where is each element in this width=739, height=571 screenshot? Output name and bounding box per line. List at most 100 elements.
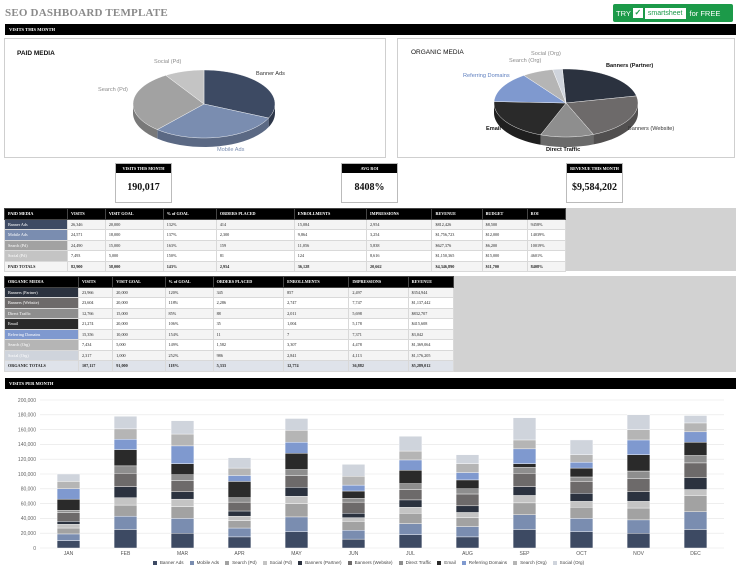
paid-pie-side-1 (157, 118, 269, 147)
bar-segment-sep-10 (512, 417, 537, 441)
paid-grey-area (566, 208, 736, 271)
bar-segment-nov-0 (626, 532, 651, 549)
bar-segment-dec-4 (683, 477, 708, 490)
paid-cell: 81 (215, 250, 295, 262)
paid-header-2: VISIT GOAL (104, 208, 164, 220)
legend-label: Search (Org) (520, 560, 547, 565)
organic-cell: Banners (Website) (4, 297, 79, 309)
y-tick-label: 0 (33, 546, 36, 552)
org-pie-side-2 (540, 134, 594, 147)
legend-swatch-icon (298, 560, 303, 565)
organic-cell: 4,113 (348, 349, 409, 361)
paid-cell: 9,864 (293, 229, 368, 241)
x-tick-label: OCT (576, 551, 587, 557)
paid-pie-slice-2 (132, 75, 205, 130)
bar-segment-apr-1 (227, 527, 252, 538)
bar-segment-jan-7 (56, 498, 81, 511)
paid-cell: 2,954 (366, 218, 433, 230)
try-free-button[interactable]: TRY ✓ smartsheet for FREE (613, 4, 733, 22)
bar-segment-may-6 (284, 469, 309, 476)
bar-segment-jun-0 (341, 538, 366, 549)
legend-entry: Social (Pd) (262, 560, 294, 565)
paid-header-0: PAID MEDIA (4, 208, 68, 220)
organic-label-social: Social (Org) (531, 51, 561, 57)
paid-header-4: ORDERS PLACED (215, 208, 295, 220)
paid-cell: 14039% (526, 229, 567, 241)
bar-segment-sep-6 (512, 467, 537, 474)
organic-cell: 154% (164, 328, 214, 340)
legend-swatch-icon (262, 560, 267, 565)
bar-segment-dec-6 (683, 455, 708, 464)
legend-label: Banners (Website) (354, 560, 393, 565)
paid-cell: $812,426 (431, 218, 483, 230)
organic-cell: 252% (164, 349, 214, 361)
bar-segment-nov-1 (626, 519, 651, 534)
bar-segment-mar-0 (170, 532, 195, 549)
bar-segment-oct-10 (569, 439, 594, 455)
paid-total-cell: 143% (162, 260, 217, 272)
bar-segment-apr-5 (227, 501, 252, 512)
paid-cell: 18,000 (104, 229, 164, 241)
paid-cell: 7,493 (66, 250, 106, 262)
bar-segment-oct-7 (569, 467, 594, 478)
paid-label-banner-ads: Banner Ads (256, 71, 285, 77)
organic-header-0: ORGANIC MEDIA (4, 276, 79, 288)
x-tick-label: JUN (349, 551, 359, 557)
bar-segment-apr-2 (227, 520, 252, 529)
paid-cell: 159 (215, 239, 295, 251)
bar-segment-feb-6 (113, 465, 138, 474)
y-tick-label: 180,000 (18, 413, 36, 419)
paid-cell: 15,084 (293, 218, 368, 230)
paid-cell: 24,571 (66, 229, 106, 241)
bar-segment-oct-1 (569, 518, 594, 532)
legend-swatch-icon (552, 560, 557, 565)
bar-segment-jun-7 (341, 490, 366, 499)
y-tick-label: 160,000 (18, 427, 36, 433)
y-tick-label: 120,000 (18, 457, 36, 463)
organic-media-pie (493, 68, 639, 147)
organic-cell: $1,137,442 (407, 297, 455, 309)
paid-total-cell: 82,900 (66, 260, 106, 272)
org-pie-side-3 (494, 103, 541, 145)
bar-segment-jan-4 (56, 521, 81, 525)
paid-header-6: IMPRESSIONS (366, 208, 433, 220)
bar-segment-may-2 (284, 503, 309, 518)
chart-legend: Banner Ads Mobile Ads Search (Pd) Social (P… (0, 560, 739, 565)
organic-header-1: VISITS (77, 276, 114, 288)
organic-cell: 120% (164, 286, 214, 298)
legend-label: Search (Pd) (232, 560, 257, 565)
visits-per-month-chart: 0 20,000 40,000 60,000 80,000 100,000 120,000 1… (18, 398, 724, 557)
bar-segment-aug-0 (455, 536, 480, 549)
table-row: Banners (Partner) 23,966 20,000 120% 345 857 2… (4, 286, 455, 298)
cta-brand-label: smartsheet (644, 7, 686, 19)
paid-header-3: % of GOAL (162, 208, 217, 220)
visits-per-month-bar: VISITS PER MONTH (5, 378, 736, 389)
organic-cell: 2,317 (77, 349, 114, 361)
org-pie-slice-6 (552, 68, 567, 104)
bar-segment-nov-3 (626, 501, 651, 509)
paid-pie-side-0 (268, 104, 275, 128)
organic-cell: Referring Domains (4, 328, 79, 340)
organic-cell: 23,604 (77, 297, 114, 309)
organic-cell: 1,004 (283, 318, 350, 330)
organic-total-cell: 91,000 (112, 360, 166, 372)
bar-segment-aug-10 (455, 454, 480, 464)
paid-pie-slice-1 (156, 103, 270, 139)
bar-segment-oct-0 (569, 531, 594, 549)
paid-cell: 3,254 (366, 229, 433, 241)
paid-media-table: PAID MEDIA VISITS VISIT GOAL% of GOAL ORDER… (4, 208, 567, 272)
paid-cell: $1,150,365 (431, 250, 483, 262)
bar-segment-jul-6 (398, 483, 423, 490)
organic-cell: 20,000 (112, 286, 166, 298)
legend-entry: Direct Traffic (398, 560, 434, 565)
organic-cell: 118% (164, 297, 214, 309)
organic-cell: 88 (212, 307, 285, 319)
bar-segment-nov-5 (626, 478, 651, 492)
bar-segment-dec-1 (683, 511, 708, 530)
organic-cell: 2,841 (283, 349, 350, 361)
kpi-roi-label: AVG ROI (342, 164, 397, 173)
kpi-revenue: REVENUE THIS MONTH $9,584,202 (566, 163, 623, 203)
paid-cell: Mobile Ads (4, 229, 68, 241)
bar-segment-may-0 (284, 531, 309, 549)
organic-label-referring: Referring Domains (463, 73, 510, 79)
